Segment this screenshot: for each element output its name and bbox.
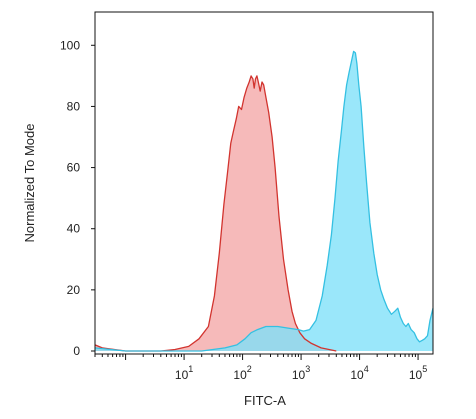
- series-layer: [94, 50, 434, 352]
- x-axis-ticks: 101 102 103 104 105: [94, 354, 427, 382]
- y-tick-label: 100: [60, 38, 80, 52]
- y-axis-ticks: 0 20 40 60 80 100: [60, 38, 95, 358]
- x-tick-label: 101: [175, 364, 193, 382]
- y-tick-label: 80: [67, 99, 81, 113]
- plot-frame: [94, 11, 434, 355]
- series-2-line: [94, 50, 434, 352]
- y-tick-label: 20: [67, 283, 81, 297]
- x-tick-label: 104: [350, 364, 368, 382]
- x-axis-label: FITC-A: [244, 393, 286, 408]
- series-1-area: [95, 75, 337, 352]
- series-1-line: [94, 75, 337, 352]
- series-2-area: [95, 51, 433, 352]
- x-tick-label: 103: [292, 364, 310, 382]
- y-tick-label: 60: [67, 161, 81, 175]
- x-tick-label: 102: [233, 364, 251, 382]
- y-tick-label: 40: [67, 222, 81, 236]
- x-tick-label: 105: [409, 364, 427, 382]
- y-axis-label: Normalized To Mode: [22, 124, 37, 243]
- y-tick-label: 0: [73, 344, 80, 358]
